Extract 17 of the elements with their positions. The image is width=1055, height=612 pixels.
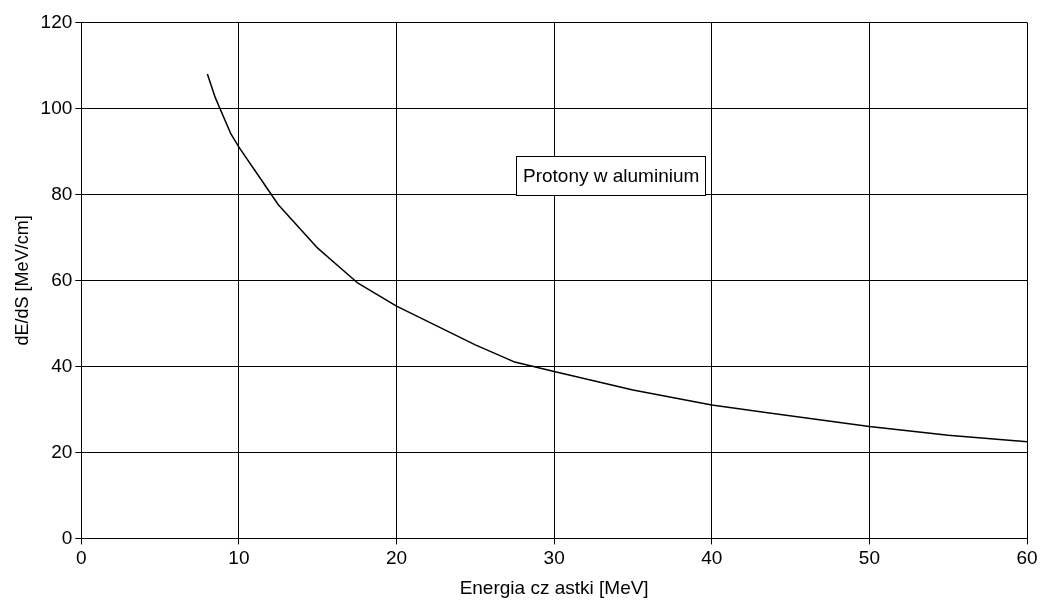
x-tick-label: 0 [76,547,87,569]
y-axis-title: dE/dS [MeV/cm] [11,215,32,346]
y-tick-label: 100 [40,96,73,118]
y-tick-label: 120 [40,10,73,32]
x-tick-label: 60 [1016,547,1038,569]
y-tick-label: 40 [51,354,73,376]
y-tick-label: 80 [51,182,73,204]
annotation: Protony w aluminium [516,156,707,196]
x-axis-title: Energia cz astki [MeV] [459,576,649,598]
y-tick-label: 60 [51,268,73,290]
x-tick-label: 10 [228,547,250,569]
x-tick-label: 20 [385,547,408,569]
x-tick-label: 30 [543,547,565,569]
y-tick-label: 20 [51,440,73,462]
x-tick-label: 50 [858,547,880,569]
x-tick-label: 40 [701,547,723,569]
y-tick-label: 0 [61,526,73,548]
